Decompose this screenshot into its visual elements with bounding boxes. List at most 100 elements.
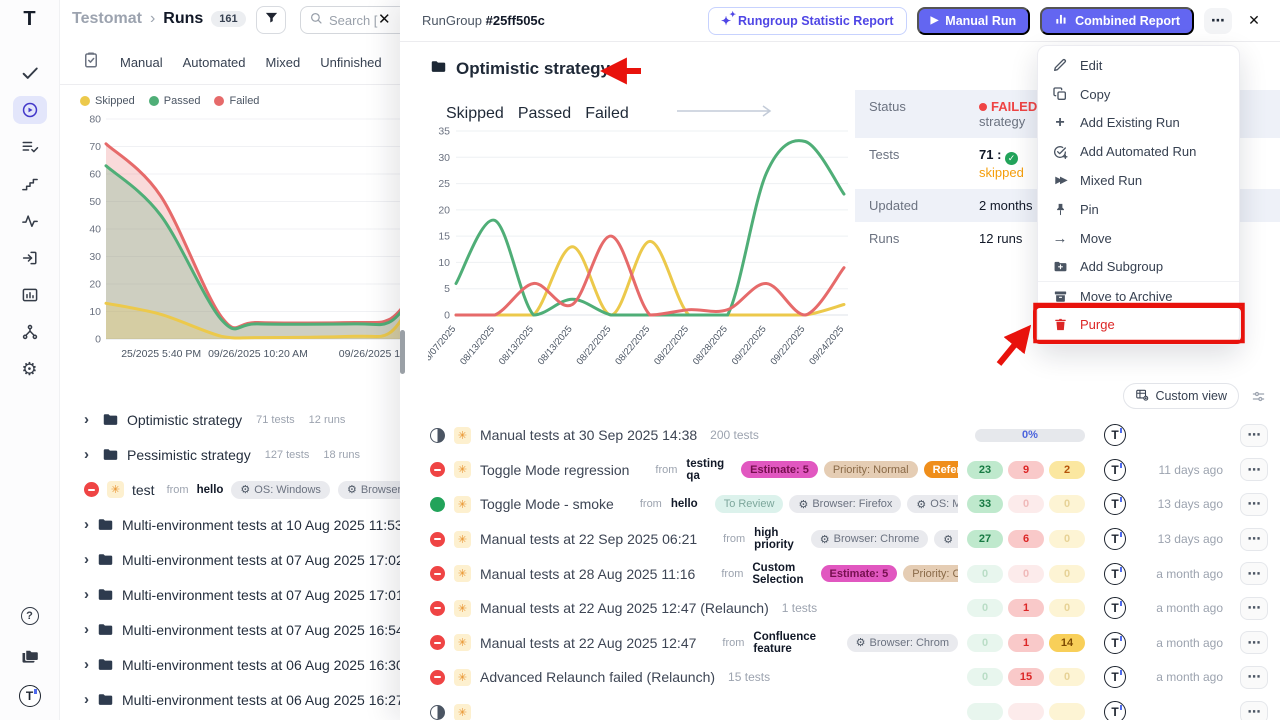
run-row[interactable]: ✳ Advanced Relaunch failed (Relaunch) 15…: [400, 660, 1280, 695]
menu-item-add-subgroup[interactable]: Add Subgroup: [1038, 253, 1239, 282]
close-icon[interactable]: ✕: [378, 10, 391, 28]
legend-item[interactable]: Failed: [585, 105, 629, 123]
run-title[interactable]: Toggle Mode regression: [480, 462, 629, 478]
run-title[interactable]: Manual tests at 28 Aug 2025 11:16: [480, 566, 695, 582]
run-title[interactable]: Toggle Mode - smoke: [480, 496, 614, 512]
row-more-button[interactable]: ⋯: [1240, 424, 1268, 447]
avatar[interactable]: T: [1104, 493, 1126, 515]
rungroup-statistic-report-button[interactable]: ✦✦ Rungroup Statistic Report: [708, 7, 907, 35]
run-from-name[interactable]: testing qa: [686, 458, 724, 482]
rail-report-panel-icon[interactable]: [13, 281, 47, 309]
avatar[interactable]: T: [1104, 563, 1126, 585]
tab-manual[interactable]: Manual: [120, 55, 163, 70]
tab-unfinished[interactable]: Unfinished: [320, 55, 381, 70]
run-row[interactable]: ✳ Manual tests at 28 Aug 2025 11:16 from…: [400, 556, 1280, 591]
avatar[interactable]: T: [1104, 666, 1126, 688]
from-name[interactable]: hello: [197, 484, 224, 496]
chevron-right-icon[interactable]: ›: [84, 621, 89, 638]
tree-folder-name[interactable]: Multi-environment tests at 07 Aug 2025 1…: [122, 622, 404, 638]
tree-folder-row[interactable]: › Multi-environment tests at 07 Aug 2025…: [60, 542, 405, 577]
run-row[interactable]: ✳ Toggle Mode - smoke from hello To Revi…: [400, 487, 1280, 522]
row-more-button[interactable]: ⋯: [1240, 701, 1268, 720]
tree-folder-name[interactable]: Multi-environment tests at 07 Aug 2025 1…: [122, 587, 404, 603]
run-row[interactable]: ✳ Toggle Mode regression from testing qa…: [400, 453, 1280, 488]
avatar[interactable]: T: [1104, 424, 1126, 446]
menu-item-add-automated-run[interactable]: Add Automated Run: [1038, 137, 1239, 166]
row-more-button[interactable]: ⋯: [1240, 493, 1268, 516]
legend-item[interactable]: Passed: [518, 105, 571, 123]
run-from-name[interactable]: high priority: [754, 527, 794, 551]
tree-folder-row[interactable]: › Multi-environment tests at 06 Aug 2025…: [60, 682, 405, 717]
legend-item[interactable]: Failed: [214, 95, 259, 107]
rail-folders-icon[interactable]: [13, 642, 47, 670]
tree-folder-row[interactable]: › Multi-environment tests at 07 Aug 2025…: [60, 612, 405, 647]
menu-item-add-existing-run[interactable]: +Add Existing Run: [1038, 109, 1239, 138]
tree-folder-row[interactable]: › Pessimistic strategy 127 tests 18 runs: [60, 437, 405, 472]
tree-folder-name[interactable]: Multi-environment tests at 10 Aug 2025 1…: [122, 517, 403, 533]
run-row[interactable]: ✳ Manual tests at 22 Aug 2025 12:47 from…: [400, 626, 1280, 661]
avatar[interactable]: T: [1104, 459, 1126, 481]
legend-item[interactable]: Skipped: [446, 105, 504, 123]
tree-run-row[interactable]: ✳testfromhello⚙OS: Windows⚙Browser: Chro…: [60, 472, 405, 507]
menu-item-edit[interactable]: Edit: [1038, 51, 1239, 80]
menu-item-move-to-archive[interactable]: Move to Archive: [1038, 281, 1239, 310]
filter-button[interactable]: [256, 6, 286, 34]
combined-report-button[interactable]: Combined Report: [1040, 7, 1194, 35]
tree-folder-row[interactable]: › Optimistic strategy 71 tests 12 runs: [60, 402, 405, 437]
tabs-clipboard-check-icon[interactable]: [82, 51, 100, 74]
run-row[interactable]: ✳ Manual tests at 22 Aug 2025 12:47 (Rel…: [400, 591, 1280, 626]
rail-logo-avatar-icon[interactable]: T: [13, 682, 47, 710]
chevron-right-icon[interactable]: ›: [84, 691, 89, 708]
run-title[interactable]: Manual tests at 22 Sep 2025 06:21: [480, 531, 697, 547]
row-more-button[interactable]: ⋯: [1240, 597, 1268, 620]
tree-folder-row[interactable]: › Multi-environment tests at 10 Aug 2025…: [60, 507, 405, 542]
tree-folder-name[interactable]: Pessimistic strategy: [127, 447, 251, 463]
run-row[interactable]: ✳ Manual tests at 22 Sep 2025 06:21 from…: [400, 522, 1280, 557]
run-from-name[interactable]: Custom Selection: [752, 562, 803, 586]
run-title[interactable]: Manual tests at 30 Sep 2025 14:38: [480, 427, 697, 443]
close-modal-icon[interactable]: ✕: [1242, 12, 1266, 29]
menu-item-purge[interactable]: Purge: [1038, 310, 1239, 339]
avatar[interactable]: T: [1104, 528, 1126, 550]
avatar[interactable]: T: [1104, 597, 1126, 619]
row-more-button[interactable]: ⋯: [1240, 666, 1268, 689]
tab-mixed[interactable]: Mixed: [266, 55, 301, 70]
chevron-right-icon[interactable]: ›: [84, 656, 89, 673]
rail-stairs-icon[interactable]: [13, 170, 47, 198]
rail-activity-icon[interactable]: [13, 207, 47, 235]
run-from-name[interactable]: Confluence feature: [753, 631, 829, 655]
run-row[interactable]: ✳ Manual tests at 30 Sep 2025 14:38 200 …: [400, 418, 1280, 453]
tree-folder-name[interactable]: Multi-environment tests at 07 Aug 2025 1…: [122, 552, 404, 568]
chevron-right-icon[interactable]: ›: [84, 446, 94, 463]
rail-import-icon[interactable]: [13, 244, 47, 272]
tree-folder-name[interactable]: Multi-environment tests at 06 Aug 2025 1…: [122, 657, 404, 673]
tree-folder-row[interactable]: › Multi-environment tests at 07 Aug 2025…: [60, 577, 405, 612]
menu-item-move[interactable]: →Move: [1038, 224, 1239, 253]
tab-automated[interactable]: Automated: [183, 55, 246, 70]
rail-play-circle-icon[interactable]: [13, 96, 47, 124]
rail-list-check-icon[interactable]: [13, 133, 47, 161]
run-row[interactable]: ✳ T ⋯: [400, 695, 1280, 720]
tree-folder-name[interactable]: Optimistic strategy: [127, 412, 242, 428]
tree-folder-name[interactable]: Multi-environment tests at 06 Aug 2025 1…: [122, 692, 404, 708]
menu-item-copy[interactable]: Copy: [1038, 80, 1239, 109]
run-title[interactable]: Manual tests at 22 Aug 2025 12:47 (Relau…: [480, 600, 769, 616]
run-title[interactable]: Manual tests at 22 Aug 2025 12:47: [480, 635, 696, 651]
avatar[interactable]: T: [1104, 701, 1126, 720]
row-more-button[interactable]: ⋯: [1240, 562, 1268, 585]
legend-item[interactable]: Skipped: [80, 95, 135, 107]
custom-view-button[interactable]: Custom view: [1123, 383, 1239, 409]
rail-gear-icon[interactable]: ⚙: [13, 355, 47, 383]
sliders-icon[interactable]: [1251, 389, 1266, 404]
chevron-right-icon[interactable]: ›: [84, 551, 89, 568]
menu-item-pin[interactable]: Pin: [1038, 195, 1239, 224]
avatar[interactable]: T: [1104, 632, 1126, 654]
row-more-button[interactable]: ⋯: [1240, 631, 1268, 654]
run-from-name[interactable]: hello: [671, 498, 698, 510]
rail-check-icon[interactable]: [13, 59, 47, 87]
more-actions-button[interactable]: ⋯: [1204, 8, 1232, 34]
run-title[interactable]: Advanced Relaunch failed (Relaunch): [480, 669, 715, 685]
app-logo-icon[interactable]: T: [23, 8, 35, 31]
breadcrumb-app[interactable]: Testomat: [72, 10, 142, 28]
tree-folder-row[interactable]: › Multi-environment tests at 06 Aug 2025…: [60, 647, 405, 682]
